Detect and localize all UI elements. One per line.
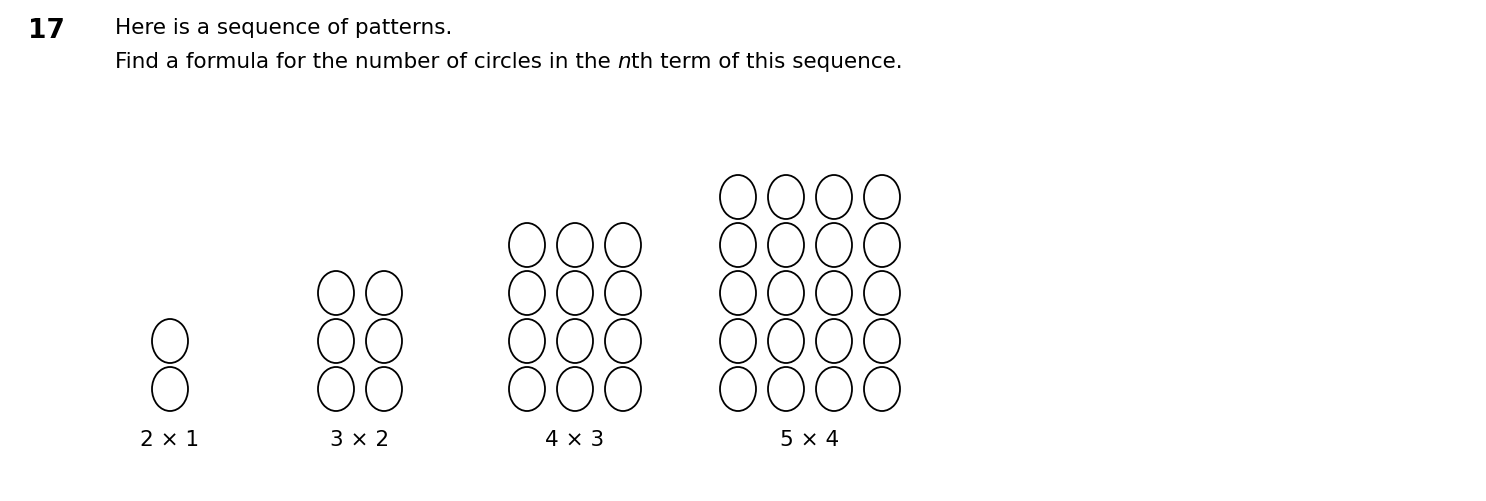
Text: th term of this sequence.: th term of this sequence.: [632, 52, 903, 72]
Ellipse shape: [605, 223, 640, 268]
Ellipse shape: [510, 223, 545, 268]
Ellipse shape: [816, 176, 851, 219]
Text: 5 × 4: 5 × 4: [780, 429, 840, 449]
Text: 4 × 3: 4 × 3: [545, 429, 605, 449]
Ellipse shape: [863, 176, 901, 219]
Ellipse shape: [318, 319, 354, 363]
Ellipse shape: [768, 176, 804, 219]
Ellipse shape: [721, 176, 756, 219]
Ellipse shape: [816, 367, 851, 411]
Text: Find a formula for the number of circles in the: Find a formula for the number of circles…: [114, 52, 618, 72]
Ellipse shape: [721, 367, 756, 411]
Ellipse shape: [768, 319, 804, 363]
Ellipse shape: [510, 272, 545, 315]
Ellipse shape: [721, 319, 756, 363]
Ellipse shape: [863, 223, 901, 268]
Ellipse shape: [816, 319, 851, 363]
Ellipse shape: [152, 319, 189, 363]
Ellipse shape: [557, 319, 593, 363]
Ellipse shape: [557, 223, 593, 268]
Ellipse shape: [510, 367, 545, 411]
Ellipse shape: [863, 319, 901, 363]
Ellipse shape: [366, 367, 403, 411]
Ellipse shape: [557, 367, 593, 411]
Ellipse shape: [768, 272, 804, 315]
Text: 17: 17: [28, 18, 65, 44]
Ellipse shape: [721, 272, 756, 315]
Ellipse shape: [816, 272, 851, 315]
Ellipse shape: [721, 223, 756, 268]
Ellipse shape: [768, 223, 804, 268]
Ellipse shape: [605, 272, 640, 315]
Text: 2 × 1: 2 × 1: [141, 429, 199, 449]
Ellipse shape: [366, 272, 403, 315]
Ellipse shape: [605, 319, 640, 363]
Ellipse shape: [366, 319, 403, 363]
Ellipse shape: [768, 367, 804, 411]
Ellipse shape: [816, 223, 851, 268]
Ellipse shape: [152, 367, 189, 411]
Ellipse shape: [318, 367, 354, 411]
Text: Here is a sequence of patterns.: Here is a sequence of patterns.: [114, 18, 452, 38]
Ellipse shape: [863, 367, 901, 411]
Ellipse shape: [605, 367, 640, 411]
Text: 3 × 2: 3 × 2: [330, 429, 389, 449]
Ellipse shape: [318, 272, 354, 315]
Ellipse shape: [510, 319, 545, 363]
Ellipse shape: [557, 272, 593, 315]
Text: n: n: [618, 52, 632, 72]
Ellipse shape: [863, 272, 901, 315]
